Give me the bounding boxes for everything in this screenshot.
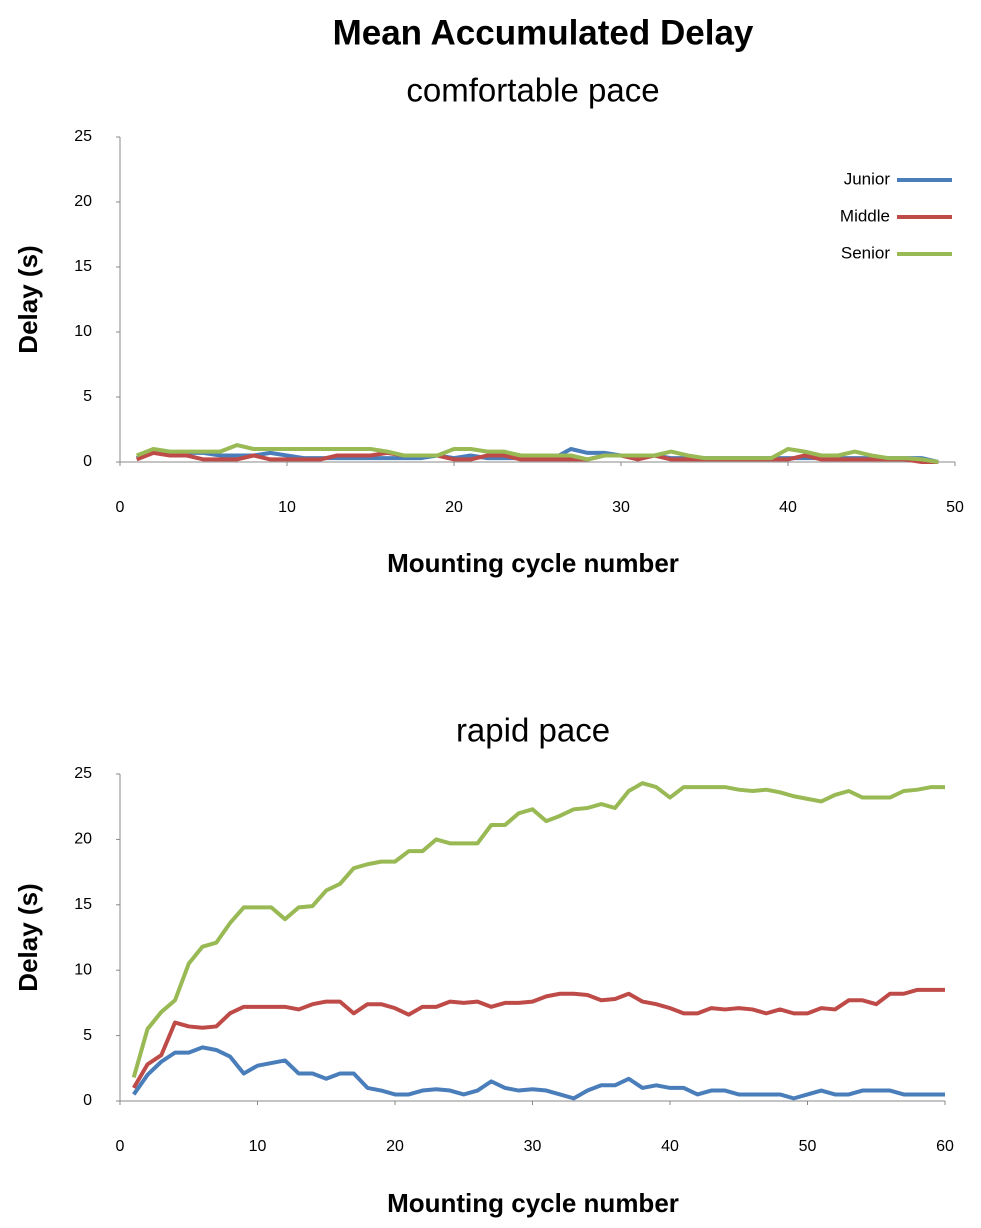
x-axis-label: Mounting cycle number	[387, 1188, 679, 1218]
data-line	[135, 450, 939, 464]
chart-subtitle: comfortable pace	[406, 72, 659, 109]
legend-label: Junior	[844, 169, 891, 188]
x-tick-label: 20	[386, 1138, 404, 1155]
data-line	[132, 1045, 945, 1101]
y-tick-label: 20	[74, 831, 92, 848]
y-tick-label: 0	[83, 1092, 92, 1109]
data-line	[132, 987, 945, 1089]
y-tick-label: 0	[83, 453, 92, 470]
y-tick-label: 25	[74, 128, 92, 145]
x-tick-label: 10	[249, 1138, 267, 1155]
y-tick-label: 20	[74, 193, 92, 210]
x-tick-label: 50	[799, 1138, 817, 1155]
y-tick-label: 5	[83, 1027, 92, 1044]
x-tick-label: 40	[779, 499, 797, 516]
y-tick-label: 25	[74, 765, 92, 782]
legend-label: Middle	[840, 206, 890, 225]
y-tick-label: 15	[74, 896, 92, 913]
x-tick-label: 0	[116, 1138, 125, 1155]
chart-title: Mean Accumulated Delay	[333, 13, 754, 52]
chart-subtitle: rapid pace	[456, 712, 610, 749]
y-axis-label: Delay (s)	[13, 883, 43, 991]
y-tick-label: 15	[74, 258, 92, 275]
y-tick-label: 10	[74, 323, 92, 340]
x-tick-label: 50	[946, 499, 964, 516]
x-tick-label: 60	[936, 1138, 954, 1155]
y-tick-label: 5	[83, 388, 92, 405]
x-tick-label: 30	[612, 499, 630, 516]
x-tick-label: 0	[116, 499, 125, 516]
legend-label: Senior	[841, 243, 890, 262]
x-tick-label: 40	[661, 1138, 679, 1155]
data-line	[131, 781, 945, 1079]
x-tick-label: 30	[524, 1138, 542, 1155]
x-tick-label: 10	[278, 499, 296, 516]
data-line	[135, 443, 939, 464]
y-axis-label: Delay (s)	[13, 245, 43, 353]
x-axis-label: Mounting cycle number	[387, 548, 679, 578]
x-tick-label: 20	[445, 499, 463, 516]
y-tick-label: 10	[74, 961, 92, 978]
